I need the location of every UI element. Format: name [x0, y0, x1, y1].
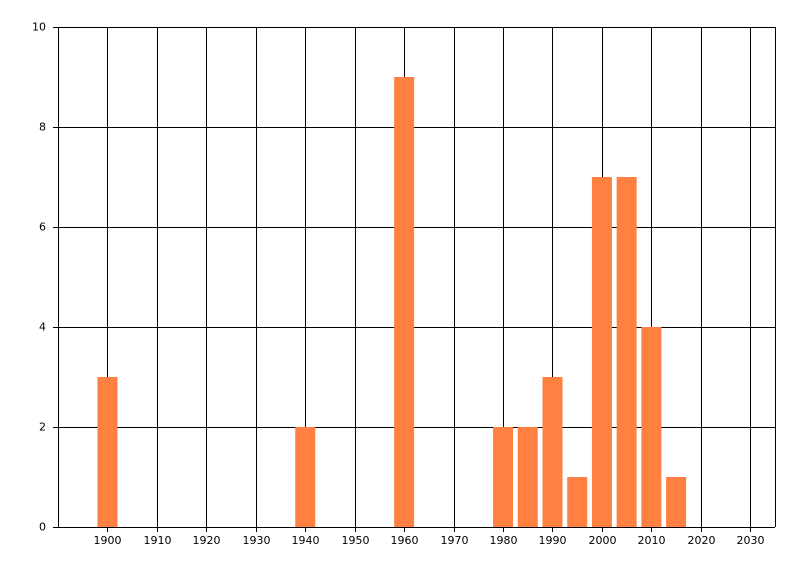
x-tick-label: 1920: [193, 534, 221, 547]
bar: [97, 377, 118, 527]
x-tick-label: 1950: [342, 534, 370, 547]
x-tick-label: 1930: [243, 534, 271, 547]
x-tick-label: 1940: [292, 534, 320, 547]
x-tick-label: 1990: [539, 534, 567, 547]
bar: [542, 377, 563, 527]
x-tick-label: 2010: [638, 534, 666, 547]
bar: [493, 427, 514, 527]
bar: [616, 177, 637, 527]
x-tick-label: 1970: [441, 534, 469, 547]
x-tick-label: 2030: [737, 534, 765, 547]
bar: [517, 427, 538, 527]
y-tick-label: 10: [32, 21, 46, 34]
x-tick-label: 2000: [589, 534, 617, 547]
bar: [641, 327, 662, 527]
bar: [567, 477, 588, 527]
x-tick-label: 1910: [144, 534, 172, 547]
bar: [295, 427, 316, 527]
x-tick-label: 1960: [391, 534, 419, 547]
y-tick-label: 8: [39, 121, 46, 134]
bar: [666, 477, 687, 527]
y-tick-label: 0: [39, 521, 46, 534]
y-tick-label: 6: [39, 221, 46, 234]
y-tick-label: 4: [39, 321, 46, 334]
x-tick-label: 1980: [490, 534, 518, 547]
y-tick-label: 2: [39, 421, 46, 434]
bar: [394, 77, 415, 527]
x-tick-label: 1900: [94, 534, 122, 547]
x-tick-label: 2020: [688, 534, 716, 547]
bar: [591, 177, 612, 527]
